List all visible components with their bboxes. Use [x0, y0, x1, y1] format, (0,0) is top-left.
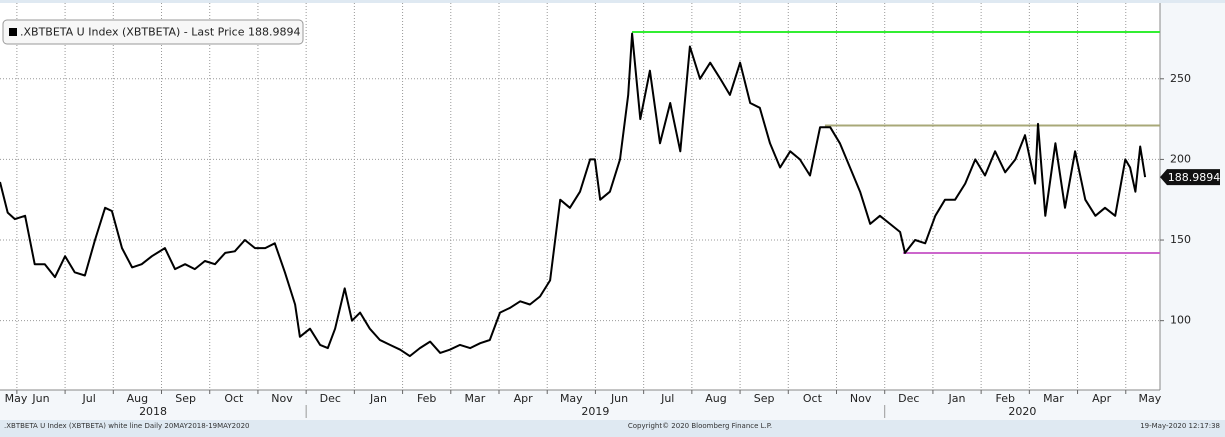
year-label: 2019 — [581, 405, 609, 418]
x-tick-label: Feb — [417, 392, 436, 405]
footer-center: Copyright© 2020 Bloomberg Finance L.P. — [628, 422, 772, 430]
x-tick-label: Dec — [320, 392, 341, 405]
x-tick-label: Jun — [31, 392, 49, 405]
x-tick-label: Mar — [1043, 392, 1064, 405]
x-tick-label: Jul — [82, 392, 96, 405]
x-tick-label: Apr — [514, 392, 534, 405]
x-tick-label: Sep — [754, 392, 775, 405]
x-tick-label: May — [1139, 392, 1162, 405]
last-price-box — [1160, 169, 1220, 186]
legend-box — [2, 19, 304, 45]
legend-swatch — [9, 28, 17, 36]
x-tick-label: Jan — [948, 392, 966, 405]
x-tick-label: May — [5, 392, 28, 405]
plot-area — [0, 3, 1160, 390]
y-axis-area — [1160, 3, 1225, 390]
x-axis-area — [0, 390, 1225, 420]
y-tick-label: 200 — [1170, 152, 1191, 165]
x-tick-label: Dec — [898, 392, 919, 405]
footer-right: 19-May-2020 12:17:38 — [1140, 422, 1220, 430]
x-tick-label: Mar — [465, 392, 486, 405]
last-price-label: 188.9894 — [1168, 171, 1221, 184]
x-tick-label: Nov — [850, 392, 872, 405]
y-tick-label: 250 — [1170, 72, 1191, 85]
footer-left: .XBTBETA U Index (XBTBETA) white line Da… — [4, 422, 250, 430]
x-tick-label: Oct — [803, 392, 823, 405]
x-tick-label: Jun — [610, 392, 628, 405]
y-tick-label: 150 — [1170, 233, 1191, 246]
x-tick-label: Jan — [369, 392, 387, 405]
price-line — [0, 32, 1147, 358]
x-tick-label: Oct — [224, 392, 244, 405]
year-label: 2020 — [1008, 405, 1036, 418]
x-tick-label: Feb — [995, 392, 1014, 405]
x-tick-label: May — [560, 392, 583, 405]
x-tick-label: Aug — [127, 392, 148, 405]
x-tick-label: Sep — [175, 392, 196, 405]
x-tick-label: Jul — [660, 392, 674, 405]
legend-label: .XBTBETA U Index (XBTBETA) - Last Price … — [20, 26, 300, 39]
y-tick-label: 100 — [1170, 314, 1191, 327]
x-tick-label: Aug — [705, 392, 726, 405]
x-tick-label: Apr — [1092, 392, 1112, 405]
year-label: 2018 — [139, 405, 167, 418]
x-tick-label: Nov — [271, 392, 293, 405]
